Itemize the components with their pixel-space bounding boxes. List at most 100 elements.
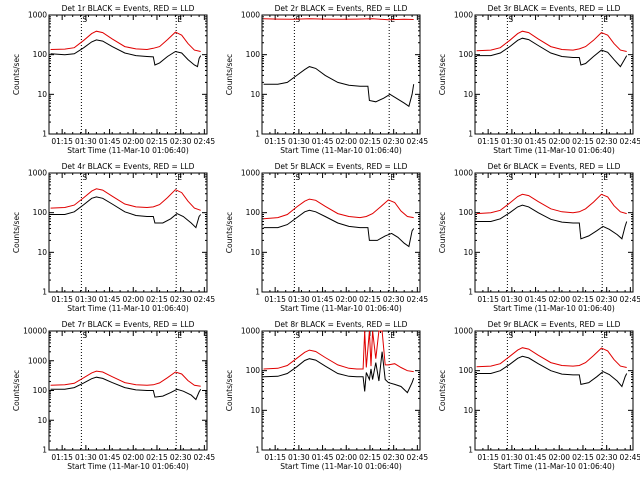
x-tick-label: 02:00 (548, 453, 570, 462)
panel-title: Det 2r BLACK = Events, RED = LLD (275, 4, 408, 13)
y-tick-label: 1000 (241, 327, 260, 336)
time-marker-letter: E (177, 173, 182, 182)
x-tick-label: 02:30 (383, 137, 405, 146)
x-tick-label: 02:30 (170, 453, 192, 462)
panel-det-9: Det 9r BLACK = Events, RED = LLD 1 10 100 10… (438, 320, 640, 471)
series-line-events (476, 37, 628, 68)
series-line-events (50, 196, 202, 229)
plot-frame (261, 330, 421, 451)
y-tick-label: 100 (459, 50, 474, 59)
time-marker-letter: E (603, 173, 608, 182)
x-tick-label: 02:00 (335, 137, 357, 146)
series-line-lld (50, 188, 201, 211)
panel-det-8: Det 8r BLACK = Events, RED = LLD 1 10 100 10… (225, 320, 428, 471)
y-tick-label: 100 (33, 386, 48, 395)
series-line-events (476, 355, 628, 388)
y-tick-label: 1000 (28, 11, 47, 20)
x-tick-label: 02:00 (548, 295, 570, 304)
x-tick-label: 01:30 (501, 295, 523, 304)
x-tick-label: 02:45 (194, 295, 216, 304)
x-axis-label: Start Time (11-Mar-10 01:06:40) (280, 146, 402, 155)
x-tick-label: 01:30 (288, 137, 310, 146)
x-axis-label: Start Time (11-Mar-10 01:06:40) (493, 146, 615, 155)
panel-title: Det 9r BLACK = Events, RED = LLD (488, 320, 621, 329)
series-line-lld (50, 30, 201, 52)
series-line-lld (476, 193, 627, 215)
time-marker-letter: S (82, 331, 87, 340)
x-axis-label: Start Time (11-Mar-10 01:06:40) (67, 462, 189, 471)
series-line-lld (476, 30, 627, 52)
x-tick-label: 01:30 (288, 453, 310, 462)
plot-frame (474, 330, 634, 451)
panel-det-7: Det 7r BLACK = Events, RED = LLD 1 10 100 10… (12, 320, 215, 471)
series-line-lld (50, 370, 201, 387)
panel-det-3: Det 3r BLACK = Events, RED = LLD 1 10 100 10… (438, 4, 640, 155)
x-tick-label: 01:30 (75, 137, 97, 146)
x-tick-label: 02:15 (572, 453, 594, 462)
x-tick-label: 02:15 (572, 295, 594, 304)
x-tick-label: 01:45 (312, 453, 334, 462)
y-tick-label: 100 (33, 50, 48, 59)
x-tick-label: 02:30 (596, 453, 618, 462)
y-tick-label: 1000 (241, 169, 260, 178)
x-tick-label: 01:45 (525, 453, 547, 462)
panel-title: Det 7r BLACK = Events, RED = LLD (62, 320, 195, 329)
x-axis-label: Start Time (11-Mar-10 01:06:40) (280, 462, 402, 471)
x-tick-label: 01:45 (99, 295, 121, 304)
x-tick-label: 01:30 (501, 453, 523, 462)
series-line-events (476, 204, 628, 240)
y-tick-label: 1000 (454, 11, 473, 20)
x-tick-label: 02:00 (335, 295, 357, 304)
x-tick-label: 02:30 (596, 295, 618, 304)
x-tick-label: 02:00 (122, 137, 144, 146)
y-tick-label: 10 (463, 90, 473, 99)
plot-frame (48, 172, 208, 293)
time-marker-letter: E (177, 331, 182, 340)
time-marker-letter: S (508, 173, 513, 182)
y-axis-label: Counts/sec (225, 370, 234, 411)
plot-frame (474, 14, 634, 135)
y-tick-label: 1 (468, 288, 473, 297)
x-tick-label: 02:45 (407, 137, 429, 146)
x-tick-label: 01:45 (312, 295, 334, 304)
y-tick-label: 10 (463, 406, 473, 415)
y-axis-label: Counts/sec (225, 212, 234, 253)
x-tick-label: 02:30 (170, 137, 192, 146)
y-tick-label: 1 (42, 446, 47, 455)
y-tick-label: 10 (37, 248, 47, 257)
x-tick-label: 02:45 (407, 453, 429, 462)
y-tick-label: 100 (459, 208, 474, 217)
x-tick-label: 02:00 (548, 137, 570, 146)
x-tick-label: 01:15 (51, 453, 73, 462)
time-marker-letter: S (295, 331, 300, 340)
y-tick-label: 100 (246, 366, 261, 375)
x-tick-label: 02:00 (335, 453, 357, 462)
time-marker-letter: E (603, 15, 608, 24)
y-tick-label: 100 (246, 208, 261, 217)
plot-frame (48, 14, 208, 135)
y-tick-label: 10 (250, 248, 260, 257)
x-tick-label: 02:30 (596, 137, 618, 146)
y-axis-label: Counts/sec (438, 370, 447, 411)
series-line-events (263, 66, 415, 108)
y-axis-label: Counts/sec (225, 54, 234, 95)
y-tick-label: 10 (250, 406, 260, 415)
series-line-lld (263, 18, 414, 21)
y-tick-label: 1 (42, 130, 47, 139)
x-tick-label: 01:15 (477, 453, 499, 462)
x-axis-label: Start Time (11-Mar-10 01:06:40) (280, 304, 402, 313)
x-tick-label: 01:30 (288, 295, 310, 304)
y-tick-label: 1 (42, 288, 47, 297)
x-axis-label: Start Time (11-Mar-10 01:06:40) (493, 304, 615, 313)
x-tick-label: 02:15 (572, 137, 594, 146)
panel-det-1: Det 1r BLACK = Events, RED = LLD 1 10 100 10… (12, 4, 215, 155)
panel-title: Det 8r BLACK = Events, RED = LLD (275, 320, 408, 329)
y-tick-label: 10 (37, 90, 47, 99)
x-tick-label: 01:45 (525, 137, 547, 146)
y-axis-label: Counts/sec (438, 54, 447, 95)
y-axis-label: Counts/sec (12, 54, 21, 95)
x-tick-label: 01:30 (501, 137, 523, 146)
x-tick-label: 02:45 (620, 453, 640, 462)
x-tick-label: 01:15 (264, 137, 286, 146)
